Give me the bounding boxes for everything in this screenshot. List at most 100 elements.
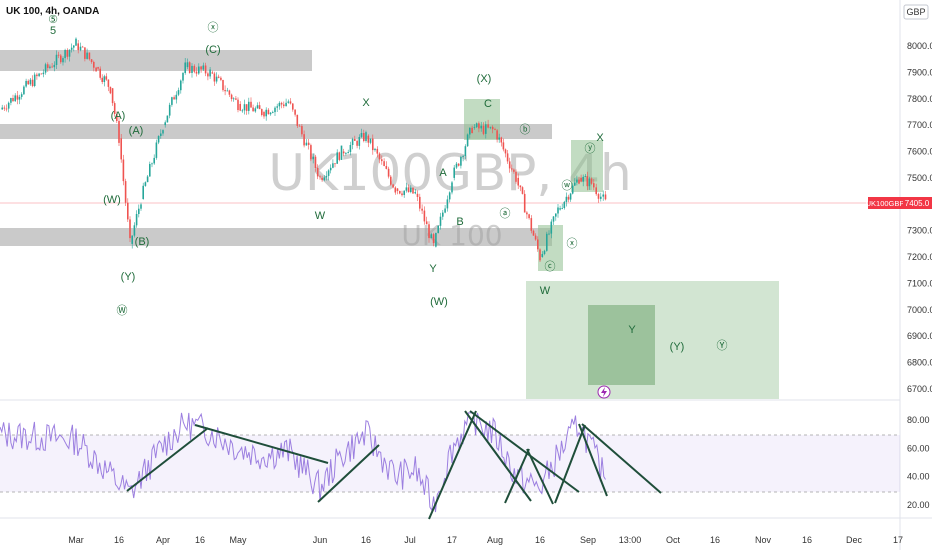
price-candle	[47, 64, 49, 68]
price-candle	[515, 171, 517, 182]
price-candle	[521, 187, 524, 194]
price-candle	[457, 163, 460, 166]
resistance-zone-top[interactable]	[0, 50, 312, 71]
price-candle	[173, 97, 175, 100]
price-candle	[532, 230, 535, 236]
rsi-trendline-8[interactable]	[526, 448, 554, 505]
price-candle	[301, 126, 303, 135]
price-candle	[261, 109, 263, 115]
price-candle	[563, 201, 566, 208]
price-candle	[75, 38, 77, 46]
wave-label: X	[362, 97, 370, 109]
price-tick-label: 6700.0	[907, 384, 932, 394]
price-candle	[157, 136, 160, 143]
lightning-icon[interactable]	[597, 385, 611, 399]
price-tick-label: 7800.0	[907, 94, 932, 104]
wave-label: Y	[429, 263, 437, 275]
wave-label: ⓐ	[500, 207, 511, 220]
price-candle	[243, 104, 246, 111]
price-candle	[565, 196, 568, 202]
price-candle	[40, 73, 43, 75]
price-candle	[425, 221, 428, 225]
price-candle	[27, 80, 29, 85]
price-candle	[129, 219, 131, 239]
rsi-trendline-4[interactable]	[428, 410, 477, 520]
price-candle	[321, 177, 323, 181]
price-candle	[403, 190, 405, 195]
price-candle	[254, 108, 257, 112]
price-candle	[356, 140, 358, 146]
price-candle	[312, 156, 314, 160]
price-candle	[298, 125, 301, 127]
rsi-trendline-7[interactable]	[504, 448, 530, 504]
wave-label: (B)	[135, 236, 150, 248]
rsi-trendline-9[interactable]	[554, 424, 586, 504]
wave-label: B	[456, 216, 463, 228]
rsi-trendline-10[interactable]	[578, 423, 608, 497]
wave-label: A	[439, 167, 447, 179]
rsi-tick-label: 80.00	[907, 415, 930, 425]
price-candle	[217, 76, 220, 78]
price-candle	[574, 182, 576, 186]
price-candle	[412, 187, 414, 194]
price-candle	[105, 76, 108, 80]
wave-label: ⓦ	[562, 179, 573, 192]
rsi-trendline-6[interactable]	[469, 410, 580, 493]
price-candle	[464, 146, 467, 156]
time-tick-label: 16	[710, 535, 720, 545]
support-zone[interactable]	[0, 228, 552, 246]
price-candle	[378, 153, 381, 160]
wave-label: C	[484, 98, 492, 110]
price-candle	[278, 102, 281, 107]
price-candle	[142, 185, 144, 199]
time-axis[interactable]: Mar 16 Apr 16 May Jun 16 Jul 17 Aug 16 Sep 13:00 Oct 1…	[68, 535, 903, 545]
price-candle	[57, 54, 60, 56]
rsi-trendline-1[interactable]	[126, 427, 209, 492]
price-candle	[230, 94, 233, 99]
currency-badge[interactable]: GBP	[903, 4, 929, 20]
price-candle	[239, 104, 241, 111]
wave-label: ⑤	[48, 14, 58, 26]
rsi-trendline-11[interactable]	[581, 423, 662, 494]
rsi-trendlines[interactable]	[126, 410, 662, 520]
price-candle	[485, 124, 487, 134]
price-candle	[84, 47, 86, 59]
price-candle	[95, 67, 97, 72]
price-candle	[131, 235, 133, 244]
price-candle	[220, 77, 222, 80]
price-candle	[182, 73, 184, 81]
price-candle	[455, 163, 458, 168]
price-candle	[18, 96, 21, 100]
price-candle	[590, 178, 593, 184]
price-candle	[177, 90, 180, 95]
rsi-trendline-5[interactable]	[464, 410, 532, 502]
price-candle	[453, 167, 455, 178]
rsi-axis[interactable]: 80.00 60.00 40.00 20.00	[907, 415, 930, 510]
price-candle	[421, 208, 423, 211]
price-tick-label: 7100.0	[907, 279, 932, 289]
price-candle	[410, 187, 412, 192]
rsi-trendline-2[interactable]	[194, 424, 329, 464]
price-candle	[519, 185, 522, 188]
price-candle	[381, 159, 383, 162]
target-zone-inner[interactable]	[588, 305, 655, 385]
price-tick-label: 7300.0	[907, 226, 932, 236]
rsi-band	[0, 435, 900, 492]
price-candle	[482, 125, 485, 134]
price-candle	[423, 210, 426, 222]
price-candle	[42, 72, 45, 75]
price-candle	[559, 208, 561, 210]
price-candle	[307, 142, 310, 145]
price-candle	[175, 94, 178, 100]
rsi-trendline-3[interactable]	[317, 444, 380, 503]
resistance-zone-middle[interactable]	[0, 124, 552, 139]
price-candle	[314, 156, 317, 168]
price-candle	[569, 193, 572, 200]
price-candle	[86, 52, 88, 59]
price-candle	[602, 194, 604, 197]
price-candle	[546, 233, 548, 251]
price-candle	[97, 67, 99, 69]
price-candle	[77, 43, 79, 51]
price-candle	[561, 208, 563, 209]
